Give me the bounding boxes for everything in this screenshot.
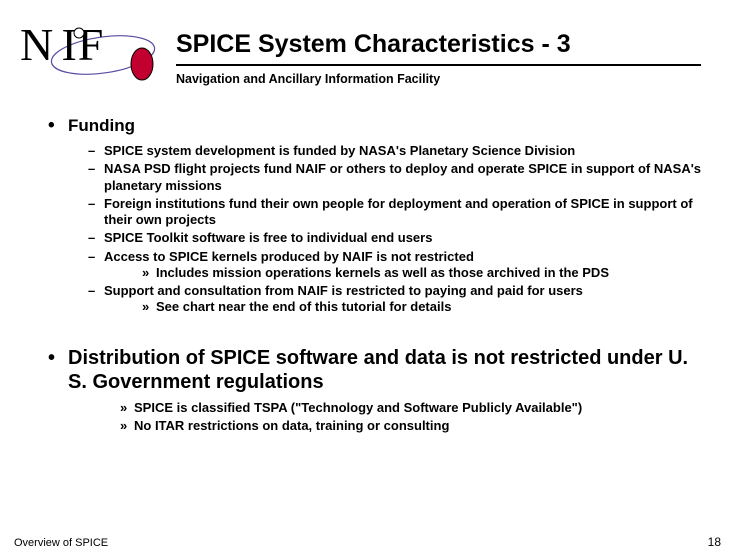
slide-title: SPICE System Characteristics - 3 [176, 30, 571, 59]
bullet-funding: Funding SPICE system development is fund… [44, 115, 704, 316]
list-item: SPICE Toolkit software is free to indivi… [68, 230, 704, 246]
list-item: Foreign institutions fund their own peop… [68, 196, 704, 229]
list-item: NASA PSD flight projects fund NAIF or ot… [68, 161, 704, 194]
bullet-distribution: Distribution of SPICE software and data … [44, 346, 704, 436]
naif-logo: N IF [20, 18, 160, 78]
title-rule [176, 64, 701, 66]
content-area: Funding SPICE system development is fund… [44, 115, 704, 441]
list-item: SPICE system development is funded by NA… [68, 143, 704, 159]
list-item: Includes mission operations kernels as w… [104, 265, 704, 281]
list-item-text: Access to SPICE kernels produced by NAIF… [104, 249, 474, 264]
footer-left: Overview of SPICE [14, 537, 108, 549]
list-item: See chart near the end of this tutorial … [104, 299, 704, 315]
list-item: SPICE is classified TSPA ("Technology an… [68, 400, 704, 417]
list-item: Access to SPICE kernels produced by NAIF… [68, 249, 704, 282]
page-number: 18 [708, 535, 721, 549]
list-item: No ITAR restrictions on data, training o… [68, 418, 704, 435]
list-item: Support and consultation from NAIF is re… [68, 283, 704, 316]
planet-icon [128, 46, 156, 82]
slide-subtitle: Navigation and Ancillary Information Fac… [176, 72, 440, 86]
bullet-label: Distribution of SPICE software and data … [68, 347, 688, 393]
logo-text: N IF [20, 18, 104, 71]
list-item-text: Support and consultation from NAIF is re… [104, 283, 583, 298]
moon-icon [72, 26, 86, 40]
bullet-label: Funding [68, 116, 135, 135]
